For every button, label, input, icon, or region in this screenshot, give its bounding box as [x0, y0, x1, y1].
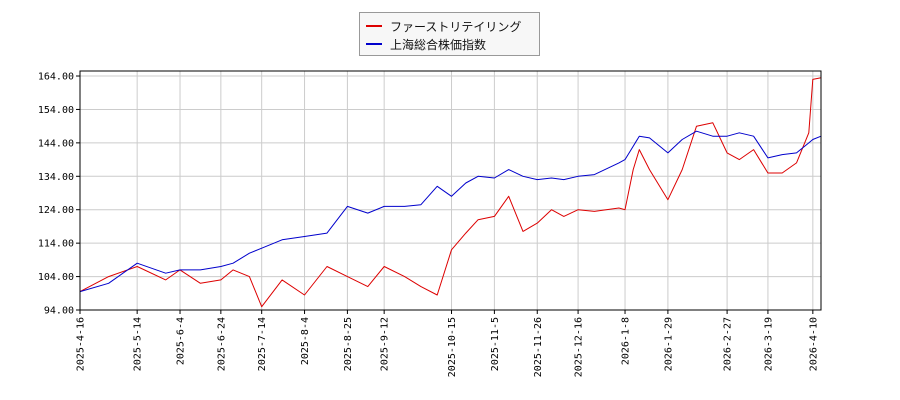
x-tick-label: 2026-1-29: [663, 317, 674, 371]
x-tick-label: 2025-8-4: [300, 317, 311, 365]
legend-entry-shanghai-index: 上海総合株価指数: [366, 35, 486, 53]
series-line-shanghai-index: [79, 130, 822, 293]
y-tick-label: 134.00: [38, 172, 74, 183]
x-tick-label: 2025-6-24: [216, 317, 227, 371]
x-tick-label: 2025-5-14: [133, 317, 144, 371]
x-tick-label: 2026-1-8: [621, 317, 632, 365]
x-tick-label: 2025-4-16: [76, 317, 87, 371]
x-tick-label: 2025-9-12: [380, 317, 391, 371]
x-tick-label: 2025-11-5: [490, 317, 501, 371]
x-tick-label: 2026-3-19: [763, 317, 774, 371]
x-tick-label: 2026-2-27: [723, 317, 734, 371]
legend-entry-fast-retailing: ファーストリテイリング: [366, 17, 521, 35]
legend: ファーストリテイリング 上海総合株価指数: [359, 12, 540, 56]
legend-swatch-blue: [366, 43, 382, 45]
x-tick-label: 2025-7-14: [257, 317, 268, 371]
grid: [79, 71, 821, 311]
y-tick-label: 104.00: [38, 272, 74, 283]
x-axis-ticks: 2025-4-16 2025-5-14 2025-6-4 2025-6-24 2025-…: [76, 310, 819, 377]
series-line-fast-retailing: [79, 77, 822, 308]
x-tick-label: 2025-8-25: [343, 317, 354, 371]
x-tick-label: 2025-10-15: [447, 317, 458, 377]
y-tick-label: 144.00: [38, 138, 74, 149]
y-tick-label: 94.00: [44, 306, 74, 317]
y-axis-ticks: 94.00 104.00 114.00 124.00 134.00 144.00 154.0…: [38, 72, 80, 317]
legend-label: ファーストリテイリング: [390, 19, 522, 34]
x-tick-label: 2025-12-16: [574, 317, 585, 377]
y-tick-label: 114.00: [38, 239, 74, 250]
y-tick-label: 154.00: [38, 105, 74, 116]
y-tick-label: 164.00: [38, 72, 74, 83]
x-tick-label: 2025-6-4: [176, 317, 187, 365]
plot-frame: [79, 70, 822, 311]
legend-swatch-red: [366, 25, 382, 27]
x-tick-label: 2026-4-10: [808, 317, 819, 371]
y-tick-label: 124.00: [38, 205, 74, 216]
x-tick-label: 2025-11-26: [533, 317, 544, 377]
series-lines: [79, 77, 822, 308]
legend-label: 上海総合株価指数: [390, 37, 487, 52]
